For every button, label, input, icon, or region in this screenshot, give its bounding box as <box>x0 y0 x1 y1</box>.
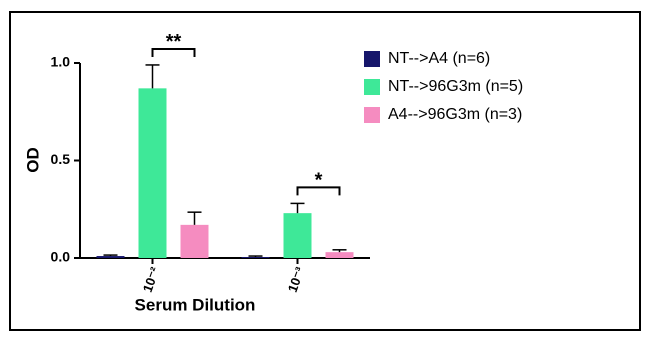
bar <box>138 88 167 258</box>
x-axis-title: Serum Dilution <box>135 295 256 314</box>
bar <box>96 256 125 258</box>
bar <box>283 213 312 258</box>
error-bar <box>103 254 118 257</box>
legend-label: NT-->96G3m (n=5) <box>388 78 523 95</box>
y-axis-title: OD <box>23 147 42 173</box>
significance-bracket <box>151 47 196 57</box>
significance-label: ** <box>166 31 182 53</box>
error-bar <box>332 249 347 253</box>
error-bar <box>145 64 160 89</box>
error-bar <box>248 255 263 258</box>
bar <box>325 252 354 258</box>
frame <box>9 11 641 331</box>
error-bar <box>187 211 202 225</box>
bar <box>180 224 209 258</box>
error-bar <box>290 202 305 214</box>
legend-swatch <box>364 79 380 95</box>
y-tick-label: 0.5 <box>51 151 71 167</box>
legend-label: A4-->96G3m (n=3) <box>388 106 522 123</box>
y-tick-label: 1.0 <box>51 54 71 70</box>
legend-label: NT-->A4 (n=6) <box>388 50 490 67</box>
x-tick-label: 10⁻³ <box>285 264 308 294</box>
significance-bracket <box>296 186 341 196</box>
legend-swatch <box>364 107 380 123</box>
significance-label: * <box>315 170 323 192</box>
bar <box>241 257 270 258</box>
legend-swatch <box>364 51 380 67</box>
y-tick-label: 0.0 <box>51 249 71 265</box>
x-tick-label: 10⁻² <box>140 264 163 294</box>
